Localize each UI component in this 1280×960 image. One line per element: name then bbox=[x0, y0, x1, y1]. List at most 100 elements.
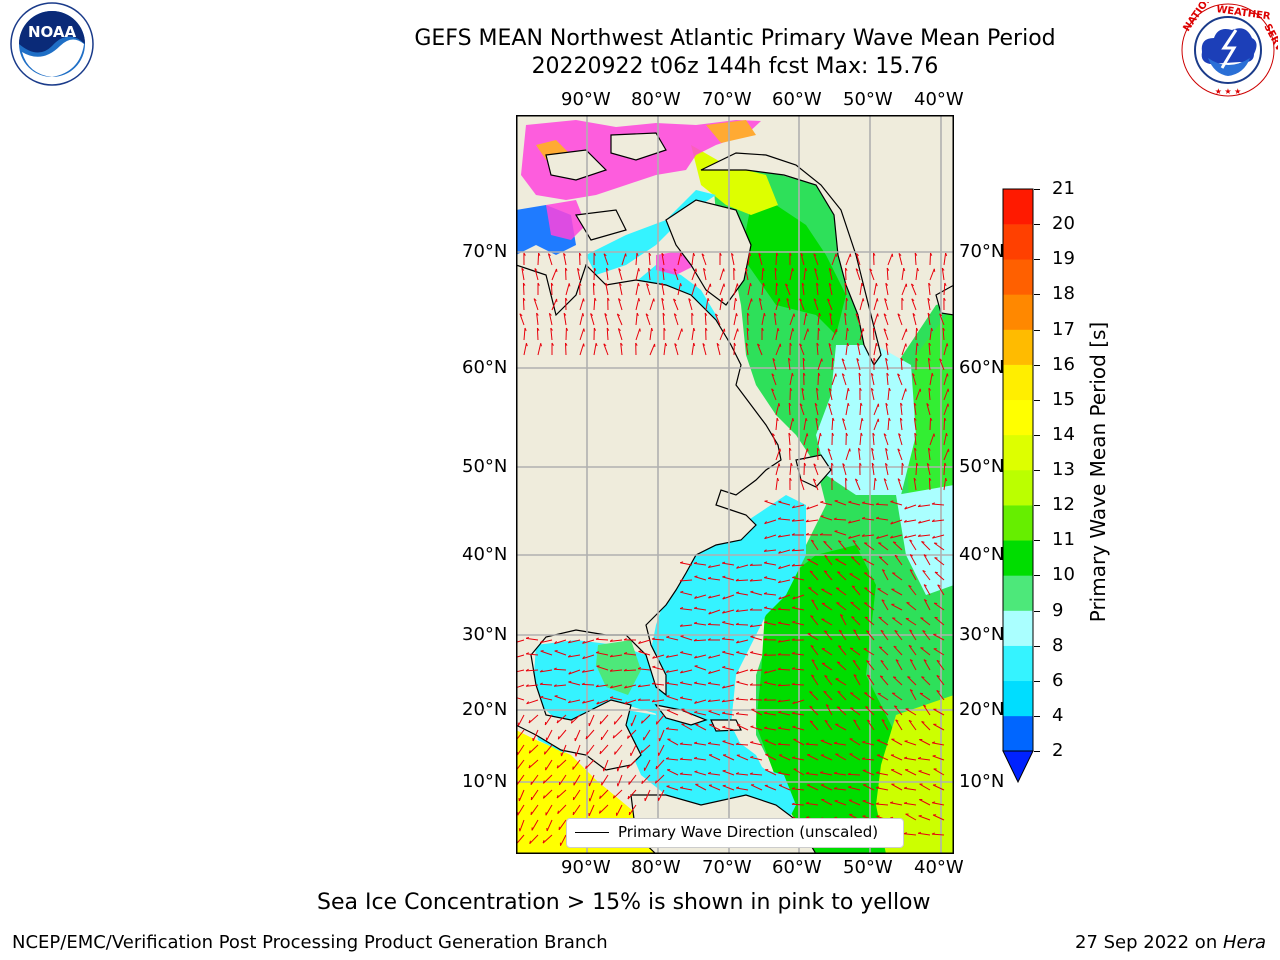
wave-arrow bbox=[610, 697, 623, 701]
wave-arrow bbox=[582, 639, 595, 644]
wave-arrow bbox=[803, 313, 807, 326]
wave-arrowhead bbox=[565, 297, 568, 301]
wave-arrowhead bbox=[785, 283, 789, 287]
figure-subtitle: 20220922 t06z 144h fcst Max: 15.76 bbox=[531, 54, 939, 79]
wave-arrow bbox=[764, 785, 777, 791]
wave-arrow bbox=[858, 372, 861, 386]
wave-arrowhead bbox=[806, 816, 810, 818]
wave-arrowhead bbox=[793, 313, 795, 317]
wave-arrow bbox=[805, 743, 819, 746]
colorbar-tick-label: 13 bbox=[1052, 459, 1075, 480]
wave-arrow bbox=[680, 697, 693, 701]
wave-arrow bbox=[850, 602, 861, 611]
wave-arrow bbox=[521, 268, 525, 281]
wave-arrow bbox=[749, 579, 763, 582]
wave-arrow bbox=[908, 645, 917, 656]
wave-arrowhead bbox=[808, 587, 812, 589]
wave-arrowhead bbox=[749, 578, 753, 582]
wave-arrow bbox=[656, 714, 665, 725]
wave-arrow bbox=[870, 373, 875, 386]
wave-arrow bbox=[666, 695, 679, 701]
wave-arrow bbox=[885, 463, 889, 476]
wave-arrow bbox=[722, 684, 735, 689]
wave-arrow bbox=[894, 555, 903, 566]
wave-arrow bbox=[821, 648, 833, 656]
wave-arrow bbox=[927, 313, 931, 326]
wave-arrow bbox=[546, 819, 553, 832]
wave-arrow bbox=[820, 515, 833, 521]
wave-arrowhead bbox=[707, 771, 712, 774]
wave-arrow bbox=[658, 789, 665, 801]
wave-arrow bbox=[806, 784, 819, 791]
wave-arrowhead bbox=[909, 539, 913, 542]
wave-arrowhead bbox=[736, 591, 740, 594]
wave-arrowhead bbox=[811, 659, 815, 662]
wave-arrowhead bbox=[638, 650, 642, 652]
wave-arrow bbox=[764, 621, 777, 626]
wave-arrow bbox=[764, 519, 777, 525]
wave-arrow bbox=[915, 388, 921, 401]
wave-arrow bbox=[870, 388, 875, 401]
wave-arrow bbox=[666, 769, 679, 776]
wave-arrow bbox=[649, 328, 653, 341]
wave-arrow bbox=[534, 268, 539, 281]
wave-arrow bbox=[815, 418, 819, 431]
wave-arrowhead bbox=[751, 298, 753, 302]
wave-arrowhead bbox=[581, 670, 585, 673]
wave-arrowhead bbox=[792, 328, 794, 332]
wave-arrowhead bbox=[833, 787, 838, 790]
wave-arrowhead bbox=[932, 741, 936, 744]
wave-arrow bbox=[907, 676, 917, 686]
wave-arrow bbox=[570, 714, 581, 724]
wave-arrowhead bbox=[661, 252, 665, 256]
wave-arrowhead bbox=[722, 685, 725, 689]
wave-arrow bbox=[863, 558, 875, 566]
wave-arrowhead bbox=[763, 592, 767, 595]
wave-arrow bbox=[543, 789, 553, 799]
wave-arrowhead bbox=[736, 640, 739, 644]
wave-arrow bbox=[736, 773, 749, 776]
colorbar-segment bbox=[1003, 540, 1033, 576]
colorbar-tick-mark bbox=[1034, 294, 1040, 296]
wave-arrow bbox=[565, 283, 570, 296]
wave-arrowhead bbox=[693, 342, 696, 347]
wave-arrowhead bbox=[876, 786, 880, 789]
graticule bbox=[516, 115, 954, 854]
wave-arrowhead bbox=[764, 670, 767, 674]
wave-arrow bbox=[873, 252, 875, 266]
north-america-east bbox=[516, 263, 782, 771]
lon-label-bottom-80w: 80°W bbox=[631, 857, 681, 878]
wave-arrow bbox=[540, 669, 553, 673]
wave-arrow bbox=[897, 478, 903, 491]
colorbar-segment bbox=[1003, 680, 1033, 717]
wave-arrow bbox=[831, 328, 838, 341]
wave-arrowhead bbox=[897, 373, 901, 377]
wave-arrow bbox=[666, 709, 679, 716]
wave-arrowhead bbox=[914, 252, 918, 256]
wave-arrow bbox=[577, 268, 581, 281]
wave-arrow bbox=[592, 282, 595, 296]
wave-arrow bbox=[905, 618, 917, 626]
wave-arrow bbox=[765, 753, 777, 761]
wave-arrowhead bbox=[646, 283, 650, 286]
wave-arrow bbox=[624, 684, 637, 689]
colorbar-tick-mark bbox=[1034, 610, 1040, 612]
wave-arrow bbox=[568, 681, 581, 686]
wave-arrow bbox=[764, 607, 777, 611]
wave-arrowhead bbox=[791, 533, 795, 536]
wave-arrowhead bbox=[655, 765, 658, 770]
wave-arrow bbox=[693, 639, 707, 642]
wave-arrow bbox=[820, 501, 833, 506]
wave-arrowhead bbox=[524, 327, 527, 331]
wave-arrow bbox=[828, 343, 833, 356]
wave-arrowhead bbox=[776, 417, 779, 422]
wave-arrow bbox=[931, 503, 945, 506]
wave-arrowhead bbox=[763, 698, 767, 701]
wave-arrow bbox=[901, 328, 907, 341]
wave-arrow bbox=[848, 534, 861, 539]
wave-arrowhead bbox=[791, 787, 796, 790]
wave-arrowhead bbox=[529, 840, 531, 844]
wave-arrow bbox=[803, 448, 808, 461]
wave-arrowhead bbox=[799, 343, 803, 347]
wave-arrowhead bbox=[733, 342, 737, 346]
